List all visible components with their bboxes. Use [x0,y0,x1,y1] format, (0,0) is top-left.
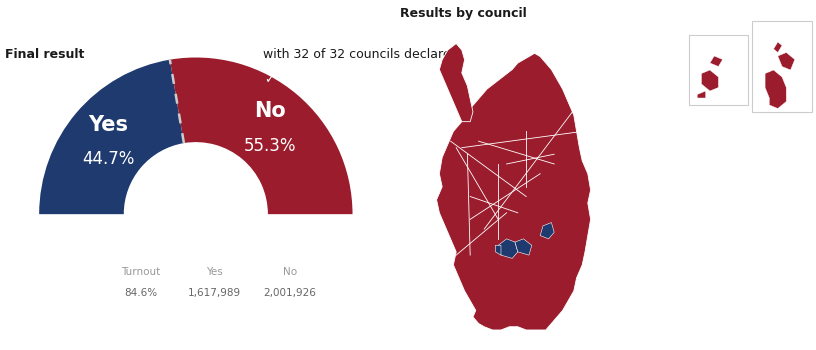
Polygon shape [437,53,591,330]
Text: Results by council: Results by council [400,7,527,20]
Text: Yes: Yes [206,267,223,277]
Text: with 32 of 32 councils declared: with 32 of 32 councils declared [259,48,458,61]
Bar [689,35,748,105]
Polygon shape [515,239,532,255]
Text: 1,617,989: 1,617,989 [188,287,242,298]
Text: No: No [283,267,297,277]
Polygon shape [765,70,787,108]
Polygon shape [495,245,501,255]
Polygon shape [697,91,706,98]
Polygon shape [439,43,473,122]
Wedge shape [39,60,184,214]
Wedge shape [170,57,353,214]
Polygon shape [702,70,718,91]
Text: 44.7%: 44.7% [82,150,135,168]
Polygon shape [540,223,554,239]
Text: Turnout: Turnout [122,267,161,277]
Polygon shape [774,42,782,52]
Text: No: No [254,101,286,121]
Polygon shape [499,239,518,258]
Text: ✓: ✓ [264,74,275,86]
Text: 84.6%: 84.6% [125,287,157,298]
Bar [752,21,812,112]
Text: 2,001,926: 2,001,926 [264,287,317,298]
Polygon shape [778,52,795,70]
Polygon shape [710,56,723,66]
Text: 55.3%: 55.3% [243,136,296,155]
Text: Yes: Yes [88,115,129,135]
Text: Final result: Final result [5,48,84,61]
